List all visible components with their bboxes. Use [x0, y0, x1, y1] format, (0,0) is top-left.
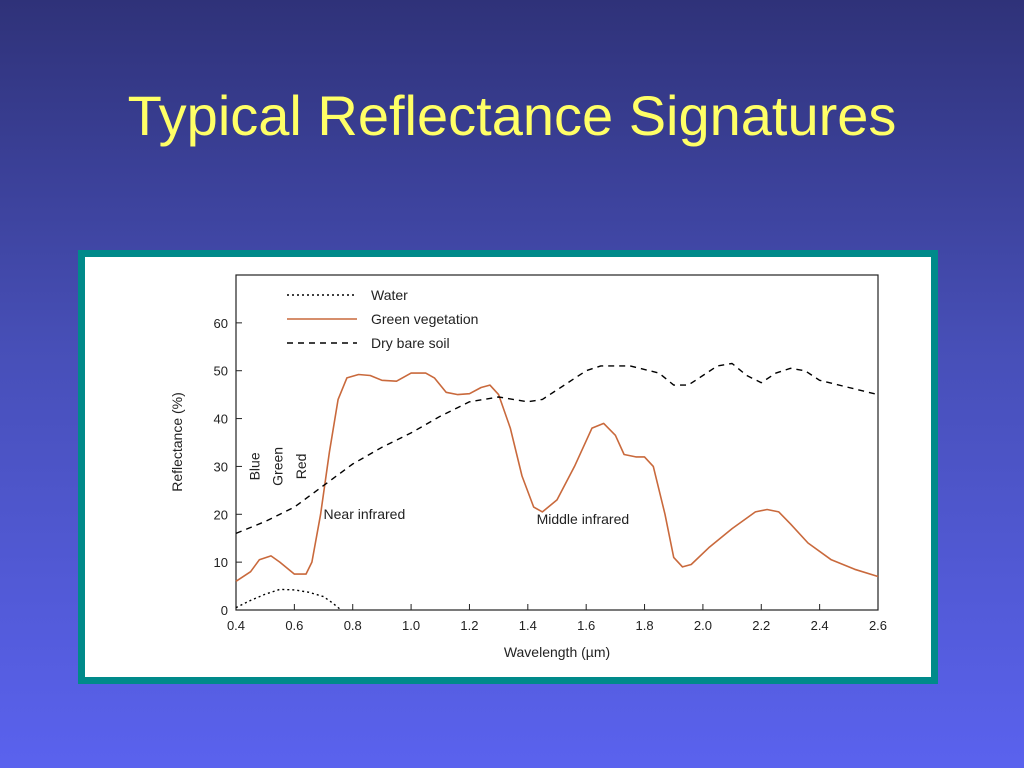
y-axis-label: Reflectance (%) [169, 392, 185, 492]
legend-label: Green vegetation [371, 311, 478, 327]
x-tick-label: 1.2 [460, 618, 478, 633]
annotation-label: Blue [246, 452, 262, 480]
y-tick-label: 20 [214, 507, 228, 522]
x-tick-label: 1.6 [577, 618, 595, 633]
x-tick-label: 0.6 [285, 618, 303, 633]
y-tick-label: 10 [214, 555, 228, 570]
series-line-water [235, 588, 342, 611]
series-line-dry-bare-soil [235, 362, 879, 535]
slide-title: Typical Reflectance Signatures [127, 84, 897, 147]
annotation-label: Near infrared [324, 506, 406, 522]
annotation-label: Green [270, 447, 286, 486]
x-tick-label: 2.4 [811, 618, 829, 633]
plot-area-frame [235, 274, 879, 611]
y-tick-label: 40 [214, 412, 228, 427]
reflectance-chart: 0.4 0.6 0.8 1.0 1.2 1.4 1.6 1.8 2.0 2.2 2.4 2.6 0 10 2… [169, 274, 887, 660]
series-line-green-vegetation [235, 372, 879, 582]
y-tick-label: 50 [214, 364, 228, 379]
x-tick-label: 0.8 [344, 618, 362, 633]
x-tick-label: 1.4 [519, 618, 537, 633]
y-tick-label: 60 [214, 316, 228, 331]
chart-frame: 0.4 0.6 0.8 1.0 1.2 1.4 1.6 1.8 2.0 2.2 2.4 2.6 0 10 2… [78, 250, 938, 684]
y-tick-label: 30 [214, 459, 228, 474]
legend-label: Water [371, 287, 408, 303]
chart-panel: 0.4 0.6 0.8 1.0 1.2 1.4 1.6 1.8 2.0 2.2 2.4 2.6 0 10 2… [85, 257, 931, 677]
x-tick-label: 0.4 [227, 618, 245, 633]
x-tick-label: 1.0 [402, 618, 420, 633]
x-tick-label: 2.6 [869, 618, 887, 633]
annotation-label: Red [293, 454, 309, 480]
x-tick-label: 2.2 [752, 618, 770, 633]
x-axis-label: Wavelength (µm) [504, 644, 610, 660]
x-tick-label: 1.8 [636, 618, 654, 633]
y-tick-label: 0 [221, 603, 228, 618]
legend-label: Dry bare soil [371, 335, 450, 351]
annotation-label: Middle infrared [537, 511, 630, 527]
x-tick-label: 2.0 [694, 618, 712, 633]
